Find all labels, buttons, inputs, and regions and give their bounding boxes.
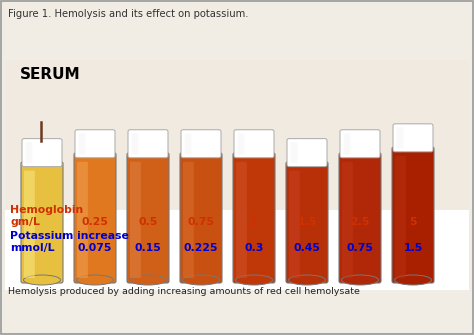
FancyBboxPatch shape bbox=[395, 156, 406, 278]
FancyBboxPatch shape bbox=[131, 133, 138, 154]
FancyBboxPatch shape bbox=[291, 142, 298, 163]
Text: SERUM: SERUM bbox=[20, 67, 81, 82]
FancyBboxPatch shape bbox=[127, 153, 169, 283]
Ellipse shape bbox=[182, 275, 219, 285]
Text: 0.075: 0.075 bbox=[78, 243, 112, 253]
FancyBboxPatch shape bbox=[180, 153, 222, 283]
FancyBboxPatch shape bbox=[26, 142, 33, 163]
Text: 0.5: 0.5 bbox=[138, 217, 158, 227]
FancyBboxPatch shape bbox=[392, 147, 434, 283]
FancyBboxPatch shape bbox=[79, 133, 85, 154]
Text: 0.45: 0.45 bbox=[293, 243, 320, 253]
Text: Potassium increase: Potassium increase bbox=[10, 231, 129, 241]
Ellipse shape bbox=[394, 275, 431, 285]
Bar bbox=[5, 210, 469, 290]
FancyBboxPatch shape bbox=[340, 130, 380, 158]
Text: 0.75: 0.75 bbox=[346, 243, 374, 253]
Text: 0.75: 0.75 bbox=[188, 217, 214, 227]
FancyBboxPatch shape bbox=[38, 162, 62, 282]
FancyBboxPatch shape bbox=[236, 162, 247, 278]
Ellipse shape bbox=[341, 275, 379, 285]
Text: 1.5: 1.5 bbox=[297, 217, 317, 227]
FancyBboxPatch shape bbox=[181, 130, 221, 158]
Text: Hemolysis produced by adding increasing amounts of red cell hemolysate: Hemolysis produced by adding increasing … bbox=[8, 287, 360, 296]
Text: mmol/L: mmol/L bbox=[10, 243, 55, 253]
FancyBboxPatch shape bbox=[286, 162, 328, 283]
FancyBboxPatch shape bbox=[198, 153, 220, 282]
FancyBboxPatch shape bbox=[77, 162, 88, 278]
FancyBboxPatch shape bbox=[128, 130, 168, 158]
FancyBboxPatch shape bbox=[75, 130, 115, 158]
FancyBboxPatch shape bbox=[21, 162, 63, 283]
Text: 5: 5 bbox=[409, 217, 417, 227]
Text: 0.225: 0.225 bbox=[184, 243, 218, 253]
FancyBboxPatch shape bbox=[22, 139, 62, 166]
FancyBboxPatch shape bbox=[393, 124, 433, 152]
FancyBboxPatch shape bbox=[74, 153, 116, 283]
Ellipse shape bbox=[236, 275, 273, 285]
FancyBboxPatch shape bbox=[237, 133, 245, 154]
Ellipse shape bbox=[129, 275, 166, 285]
FancyBboxPatch shape bbox=[396, 127, 403, 148]
Text: 2.5: 2.5 bbox=[350, 217, 370, 227]
FancyBboxPatch shape bbox=[234, 130, 274, 158]
Text: 1: 1 bbox=[250, 217, 258, 227]
Text: gm/L: gm/L bbox=[10, 217, 40, 227]
FancyBboxPatch shape bbox=[145, 153, 167, 282]
Ellipse shape bbox=[289, 275, 326, 285]
Ellipse shape bbox=[24, 275, 61, 285]
Text: Figure 1. Hemolysis and its effect on potassium.: Figure 1. Hemolysis and its effect on po… bbox=[8, 9, 248, 19]
FancyBboxPatch shape bbox=[303, 162, 327, 282]
FancyBboxPatch shape bbox=[356, 153, 380, 282]
Text: 0.3: 0.3 bbox=[244, 243, 264, 253]
Text: 0.25: 0.25 bbox=[82, 217, 109, 227]
FancyBboxPatch shape bbox=[130, 162, 141, 278]
FancyBboxPatch shape bbox=[24, 171, 35, 278]
FancyBboxPatch shape bbox=[339, 153, 381, 283]
FancyBboxPatch shape bbox=[233, 153, 275, 283]
FancyBboxPatch shape bbox=[287, 139, 327, 166]
Text: 1.5: 1.5 bbox=[403, 243, 423, 253]
Bar bbox=[5, 60, 469, 290]
FancyBboxPatch shape bbox=[184, 133, 191, 154]
FancyBboxPatch shape bbox=[289, 171, 300, 278]
FancyBboxPatch shape bbox=[344, 133, 350, 154]
Ellipse shape bbox=[76, 275, 113, 285]
FancyBboxPatch shape bbox=[183, 162, 194, 278]
FancyBboxPatch shape bbox=[250, 153, 273, 282]
Text: 0.15: 0.15 bbox=[135, 243, 161, 253]
FancyBboxPatch shape bbox=[410, 147, 432, 282]
FancyBboxPatch shape bbox=[342, 162, 353, 278]
Text: Hemoglobin: Hemoglobin bbox=[10, 205, 83, 215]
FancyBboxPatch shape bbox=[91, 153, 115, 282]
